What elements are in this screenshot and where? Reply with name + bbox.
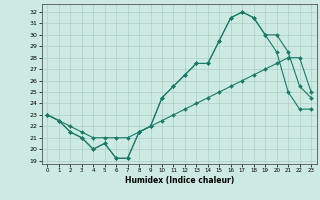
X-axis label: Humidex (Indice chaleur): Humidex (Indice chaleur) xyxy=(124,176,234,185)
